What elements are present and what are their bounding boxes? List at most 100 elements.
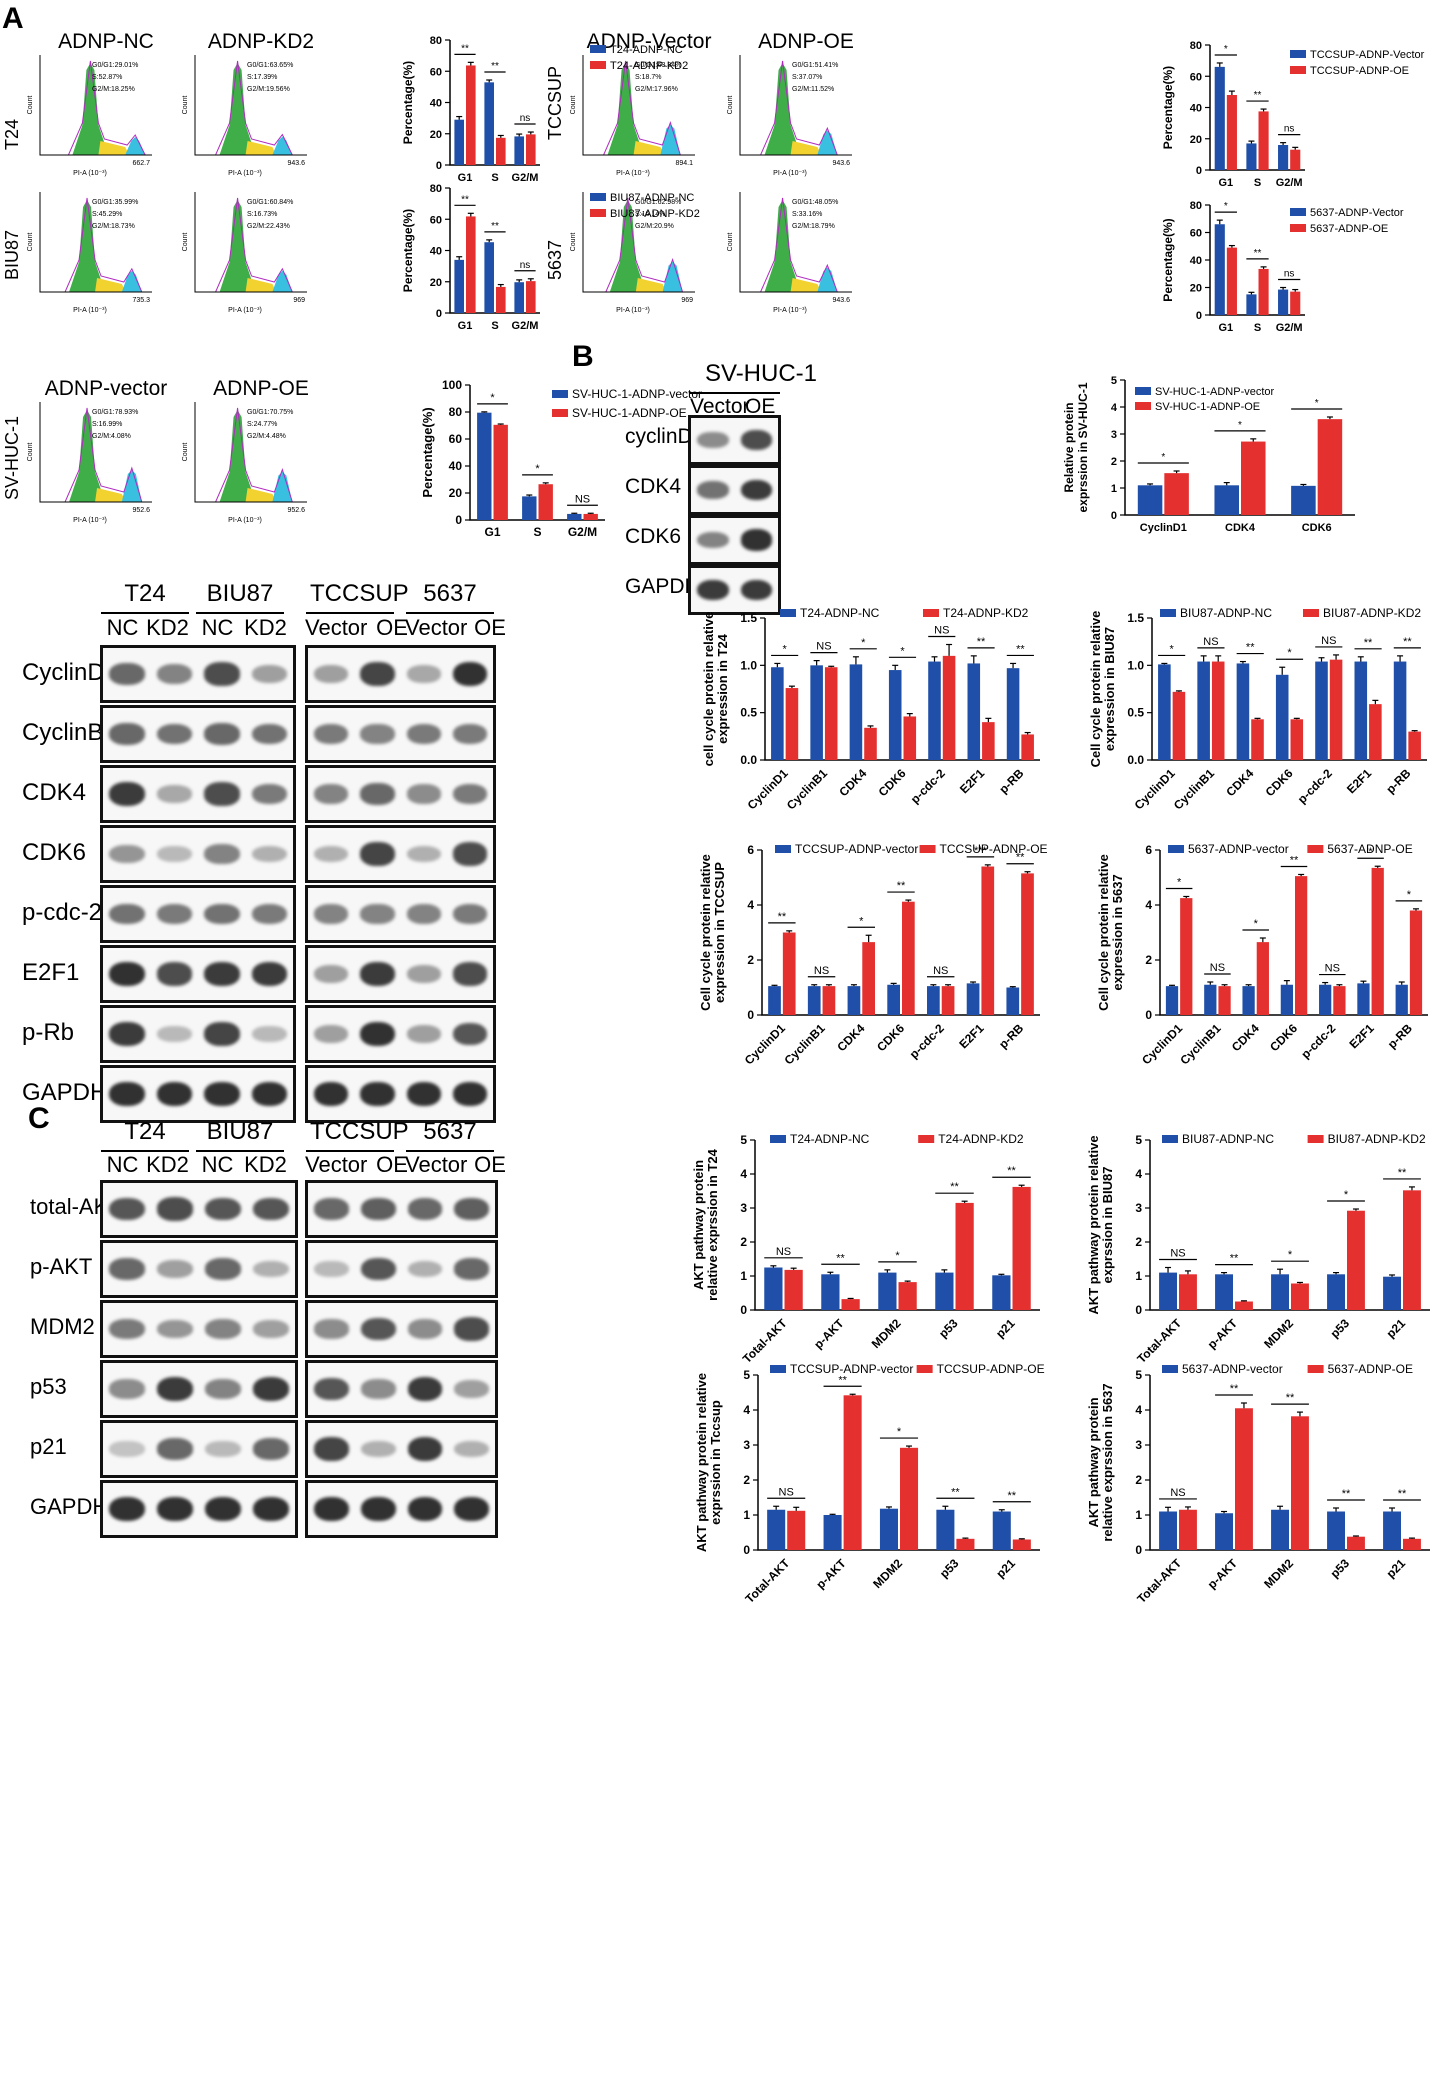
legend-swatch [1162,1365,1178,1373]
bar-5-control [1357,983,1370,1015]
y-axis-label: relative exprssion in T24 [705,1148,720,1301]
cc-row-label: p-cdc-2 [22,899,103,926]
bar-5-control [967,663,981,760]
x-axis-label: PI-A (10⁻³) [228,517,262,524]
significance-marker: NS [933,965,948,977]
bar-2-treated [1290,291,1301,315]
significance-marker: * [859,915,864,927]
s-phase-region [245,488,277,502]
band [157,1376,193,1402]
cc-blot-row-right [305,885,496,943]
y-tick-label: 0 [743,1543,750,1557]
band [109,1318,145,1340]
akt-blot-row-left [100,1420,298,1478]
band [156,664,192,684]
cc-blot-row-left [100,1065,296,1123]
legend-swatch [923,609,939,617]
significance-marker: NS [934,625,949,637]
cc-blot-row-left [100,765,296,823]
bar-chart-akt-biu87: 0 1 2 3 4 5 AKT pathway protein relative exprss… [1086,1132,1430,1366]
flow-histogram: G0/G1:62.98% S:16.14% G2/M:20.9% 969 PI-A (1… [570,192,695,314]
significance-marker: ** [1403,636,1412,648]
bar-chart-a-biu87: 0 20 40 60 80 Percentage(%) ** G1 ** Sns G2/M BIU87… [401,183,700,332]
s-phase-region [790,278,822,292]
legend-label: BIU87-ADNP-KD2 [1323,606,1421,620]
bar-4-treated [942,655,956,760]
category-label: p-cdc-2 [907,1021,947,1061]
category-label: G2/M [568,525,597,539]
legend-label: TCCSUP-ADNP-OE [1310,65,1409,77]
legend-label: T24-ADNP-KD2 [943,606,1029,620]
category-label: p-AKT [811,1316,847,1352]
category-label: p21 [993,1316,1018,1341]
bar-1-treated [1235,1408,1253,1550]
histogram-title: ADNP-OE [213,377,309,400]
band [452,723,487,745]
blot-b-col-vector: Vector [690,395,750,418]
cc-group-line [306,612,394,614]
category-label: CDK4 [834,1021,867,1054]
band [454,1317,489,1341]
phase-stat: G2/M:11.52% [792,86,834,93]
category-label: CDK6 [1267,1021,1300,1054]
y-axis-label: Percentage(%) [1161,66,1175,149]
bar-2-treated [1317,419,1343,515]
akt-row-label: p53 [30,1374,67,1399]
bar-2-control [1236,663,1250,760]
cc-group-line [196,612,284,614]
y-tick-label: 0 [1145,1008,1152,1022]
category-label: CyclinD1 [1132,766,1178,812]
legend-label: 5637-ADNP-Vector [1310,207,1404,219]
legend-label: TCCSUP-ADNP-vector [795,842,918,856]
y-tick-label: 0 [1111,510,1117,522]
legend-label: 5637-ADNP-OE [1328,1362,1413,1376]
g1-peak [219,200,256,292]
y-tick-label: 3 [1135,1201,1142,1215]
phase-stat: G2/M:4.48% [247,433,286,440]
y-axis-label: Count [182,233,189,252]
legend-swatch [1307,1135,1324,1143]
bar-4-treated [1329,659,1343,760]
significance-marker: * [861,637,866,649]
band [406,904,441,924]
fit-curve [64,197,152,293]
band [454,1440,489,1458]
blot-b-row-label: cyclinD1 [625,425,705,448]
significance-marker: ** [1342,1488,1351,1500]
bar-1-control [810,665,823,760]
y-tick-label: 0 [740,1303,747,1317]
band [205,1197,241,1221]
significance-marker: * [1161,452,1165,463]
phase-stat: G2/M:17.96% [635,86,678,93]
bar-0-control [1214,66,1225,170]
legend-swatch [919,845,936,853]
band [314,665,349,683]
category-label: MDM2 [1261,1556,1296,1591]
y-tick-label: 60 [430,214,442,226]
y-axis-label: Percentage(%) [1161,218,1175,301]
band [314,1319,349,1339]
bar-3-treated [903,716,917,760]
band [205,1379,241,1399]
cc-lane-label: NC [106,615,139,640]
band [454,1496,489,1522]
band [452,962,487,986]
band [360,783,395,805]
band [157,1496,193,1522]
band [251,723,287,745]
akt-blot-row-left [100,1300,298,1358]
cc-blot-row-left [100,705,296,763]
phase-stat: G0/G1:35.99% [92,199,138,206]
x-axis-label: PI-A (10⁻³) [73,307,107,314]
band [109,723,145,745]
x-axis-label: PI-A (10⁻³) [616,307,650,314]
x-max-tick: 969 [293,297,305,304]
histogram-title: ADNP-KD2 [207,30,315,53]
band [740,430,772,450]
blot-b-row-label: CDK6 [625,525,682,548]
bar-4-treated [941,986,955,1015]
cc-lane-label: KD2 [244,615,287,640]
category-label: CyclinB1 [1171,766,1217,812]
flow-histogram: G0/G1:63.65% S:17.39% G2/M:19.56% 943.6 PI-A… [182,55,307,177]
bar-3-control [888,670,902,760]
